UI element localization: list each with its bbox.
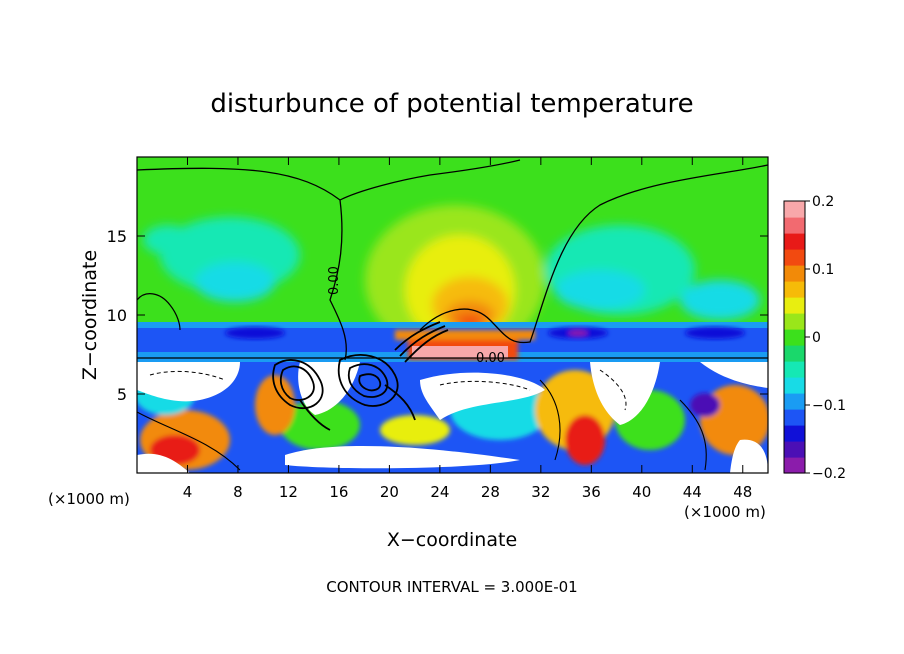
offscale-right: [590, 362, 660, 425]
contour-lower-2: [539, 379, 561, 461]
colorbar-swatch: [784, 201, 805, 218]
colorbar-swatch: [784, 313, 805, 330]
tropopause-cold-spot-core: [568, 330, 588, 336]
x-tick-label: 8: [233, 483, 243, 501]
colorbar-swatch: [784, 361, 805, 378]
colorbar-tick-label: 0.2: [812, 194, 834, 210]
plot-area: [137, 157, 768, 473]
colorbar-swatch: [784, 297, 805, 314]
anvil-warm-edge: [395, 330, 535, 340]
colorbar-swatch: [784, 409, 805, 426]
lower-purple-right: [690, 393, 720, 417]
colorbar-swatch: [784, 329, 805, 346]
colorbar-ticks: 0.2 0.1 0 −0.1 −0.2: [805, 194, 846, 482]
x-tick-label: 24: [430, 483, 449, 501]
x-tick-label: 32: [531, 483, 550, 501]
lower-warm-center: [255, 375, 295, 435]
contour-dashed-3: [439, 380, 531, 391]
offscale-mid: [298, 362, 360, 415]
tropopause-cold-spot-1: [225, 327, 285, 339]
contour-zero-left-dome: [137, 293, 181, 331]
colorbar-swatch: [784, 217, 805, 234]
colorbar-swatch: [784, 281, 805, 298]
colorbar-tick-label: 0: [812, 330, 821, 346]
y-tick-label: 15: [107, 227, 127, 246]
x-tick-label: 36: [582, 483, 601, 501]
anvil-pink: [412, 346, 508, 358]
offscale-bottom-right: [730, 439, 768, 473]
colorbar-swatch: [784, 441, 805, 458]
x-axis-ticks: 4 8 12 16 20 24 28 32 36 40 44 48: [183, 157, 752, 501]
z-unit-label: (×1000 m): [48, 490, 130, 508]
cool-blob-far-right: [680, 280, 760, 320]
contour-label-upper: 0.00: [327, 266, 342, 295]
cool-blob-right-core: [555, 270, 645, 310]
colorbar-swatch: [784, 377, 805, 394]
colorbar-swatch: [784, 265, 805, 282]
contour-interval-note: CONTOUR INTERVAL = 3.000E-01: [326, 578, 577, 596]
colorbar: [784, 201, 805, 474]
colorbar-tick-label: −0.1: [812, 398, 846, 414]
colorbar-tick-label: −0.2: [812, 466, 846, 482]
chart-title: disturbunce of potential temperature: [210, 89, 693, 119]
offscale-band-lower: [285, 445, 520, 469]
colorbar-swatch: [784, 393, 805, 410]
convective-contour-cluster: [272, 321, 449, 431]
y-tick-label: 10: [107, 306, 127, 325]
tropopause-cold-spot-3: [685, 327, 745, 339]
x-tick-label: 20: [380, 483, 399, 501]
x-tick-label: 4: [183, 483, 193, 501]
contour-zero-top: [137, 164, 768, 361]
cool-blob-small: [143, 225, 193, 255]
y-tick-label: 5: [117, 385, 127, 404]
x-tick-label: 12: [279, 483, 298, 501]
colorbar-swatch: [784, 345, 805, 362]
x-tick-label: 40: [632, 483, 651, 501]
y-axis-ticks: 5 10 15: [107, 227, 768, 404]
contour-dashed-1: [149, 370, 226, 381]
colorbar-swatch: [784, 249, 805, 266]
x-unit-label: (×1000 m): [684, 503, 766, 521]
contour-lower-3: [679, 399, 707, 471]
colorbar-swatch: [784, 457, 805, 474]
colorbar-swatch: [784, 233, 805, 250]
x-tick-label: 16: [329, 483, 348, 501]
contour-label-tropopause: 0.00: [476, 351, 505, 366]
contour-zero-plume-edge: [339, 159, 521, 201]
cool-blob-left-core: [195, 262, 275, 302]
lower-red-right: [565, 415, 605, 465]
x-axis-label: X−coordinate: [387, 529, 517, 551]
offscale-left: [137, 362, 240, 402]
lower-green-mid: [280, 400, 360, 450]
colorbar-tick-label: 0.1: [812, 262, 834, 278]
x-tick-label: 28: [481, 483, 500, 501]
offscale-far-right: [700, 362, 768, 388]
lower-yellow-mid: [380, 415, 450, 445]
offscale-bottom-left: [137, 453, 190, 473]
x-tick-label: 48: [733, 483, 752, 501]
colorbar-swatch: [784, 425, 805, 442]
y-axis-label: Z−coordinate: [79, 250, 101, 380]
offscale-center: [420, 372, 545, 420]
x-tick-label: 44: [683, 483, 702, 501]
contour-lower-1: [137, 411, 241, 471]
